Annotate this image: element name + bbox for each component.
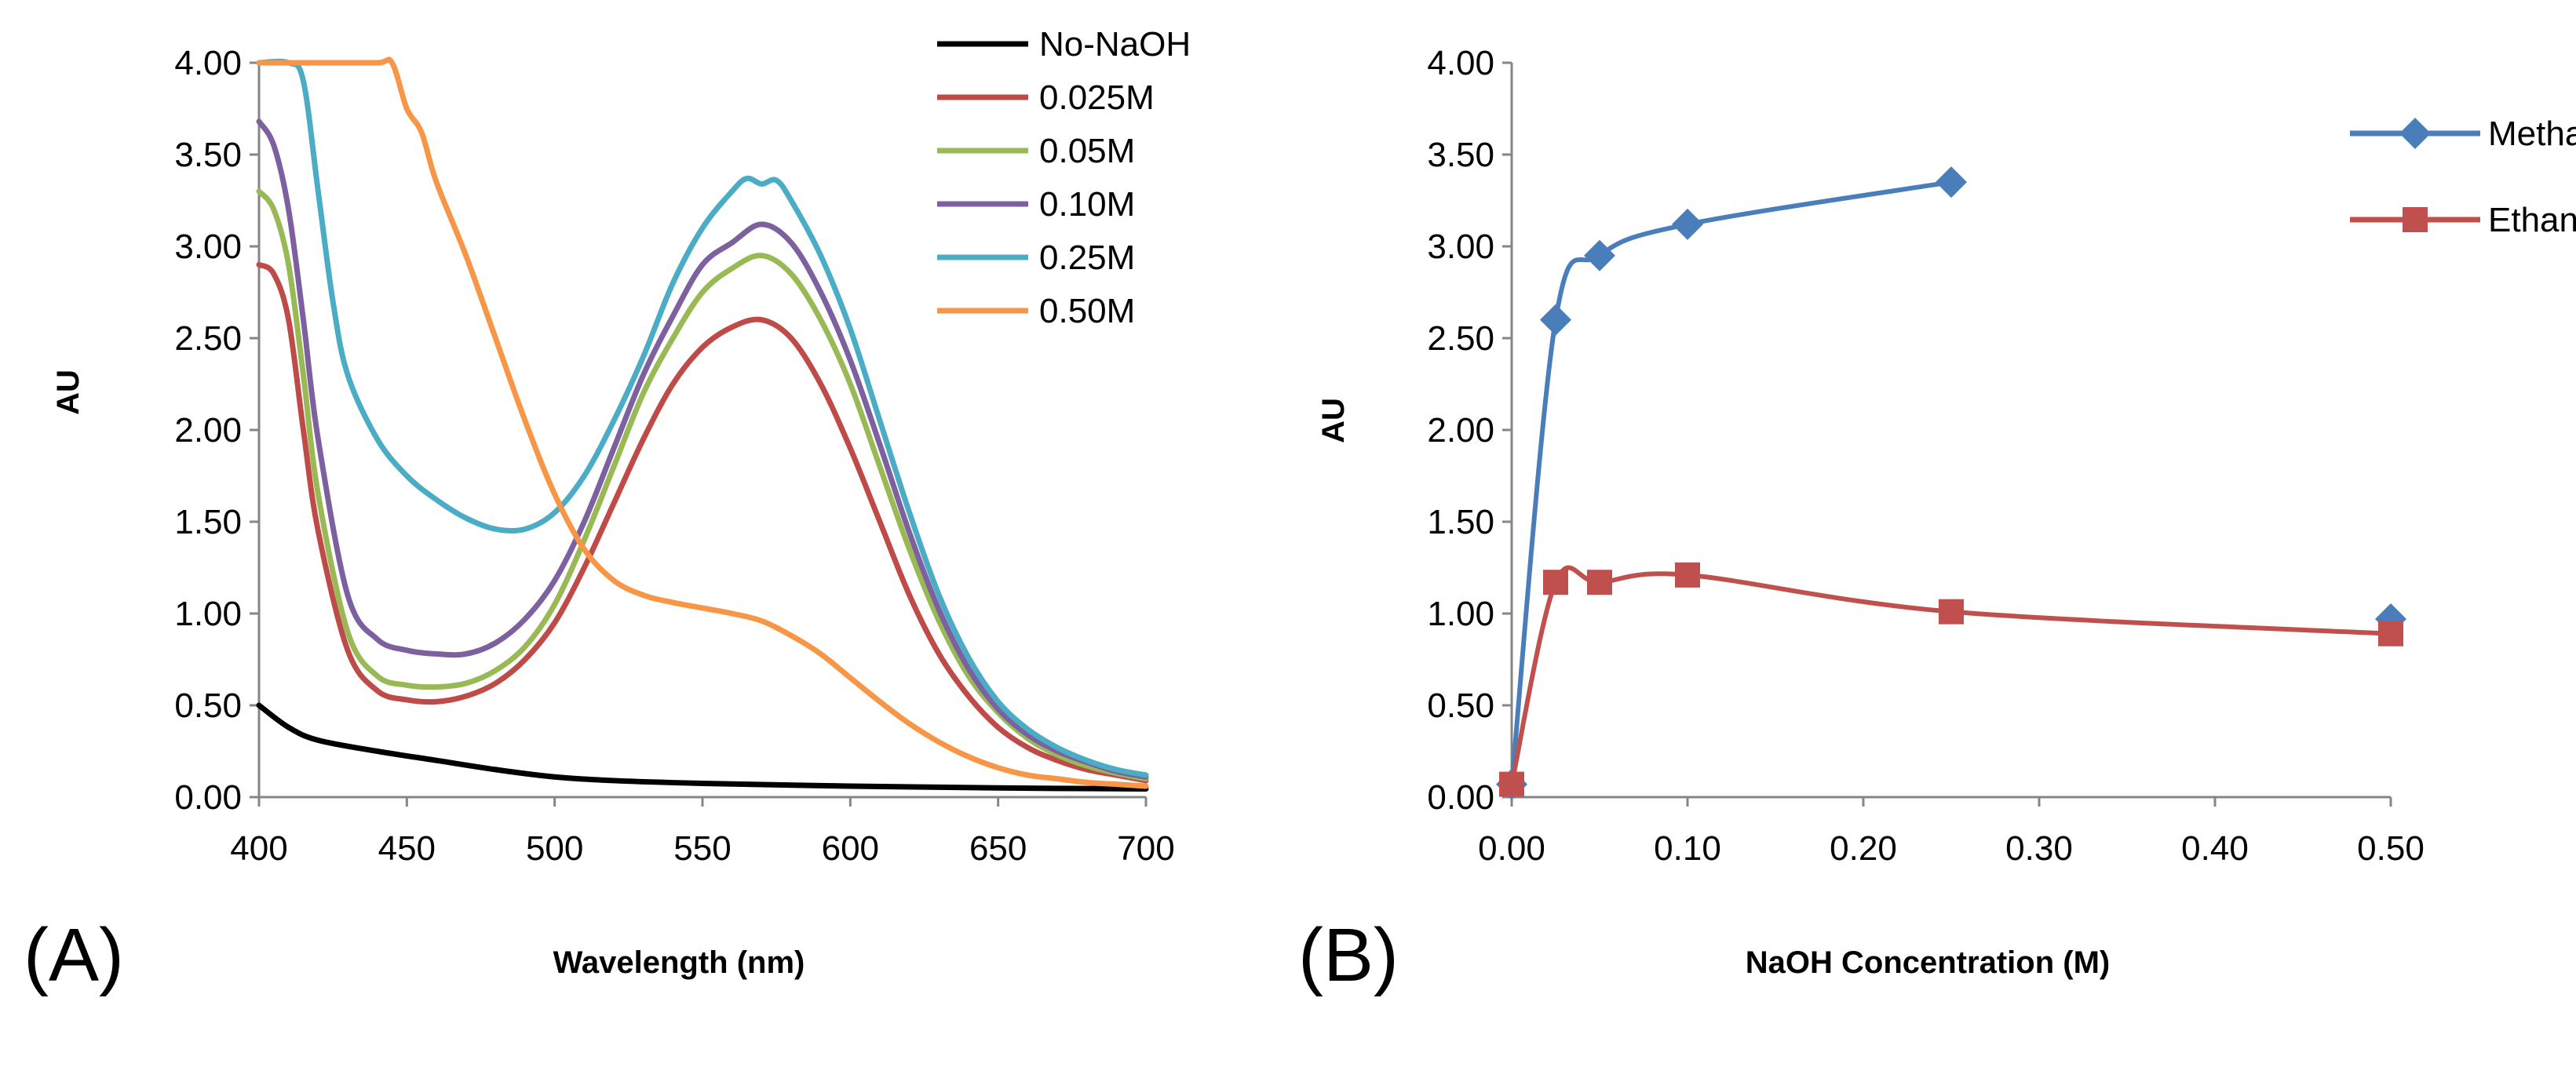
y-tick-label: 2.00 [1427,411,1494,450]
data-point-marker [2378,621,2403,646]
series-line [256,702,1149,792]
y-tick-label: 1.50 [174,503,242,541]
series-line [256,188,1149,782]
legend-entry: Ethanol [2350,201,2576,239]
data-point-marker [1587,570,1612,595]
y-tick-label: 3.50 [1427,136,1494,174]
data-point-marker [1540,304,1571,336]
y-tick-label: 3.50 [174,136,242,174]
x-tick-label: 0.30 [2005,829,2073,868]
x-tick-label: 650 [969,829,1027,868]
y-tick-label: 4.00 [1427,44,1494,82]
panel-label: (B) [1298,913,1399,997]
y-tick-label: 2.00 [174,411,242,450]
x-tick-label: 550 [673,829,731,868]
y-tick-label: 2.50 [1427,319,1494,358]
y-tick-label: 1.50 [1427,503,1494,541]
panel-label: (A) [24,913,124,997]
legend-entry: Methanol [2350,115,2576,153]
series-0-25m [256,58,1149,778]
data-point-marker [1939,599,1964,625]
legend-marker [2403,207,2428,232]
chart-b-au-vs-naoh: 0.00 0.50 1.00 1.50 2.00 2.50 3.00 3.50 4.00 0.00… [1298,44,2576,997]
series-no-naoh [256,702,1149,792]
x-tick-label: 450 [378,829,436,868]
x-tick-label: 600 [822,829,879,868]
y-tick-label: 4.00 [174,44,242,82]
series-line [256,118,1149,780]
data-point-marker [1936,166,1967,198]
legend-entry: 0.25M [937,239,1135,277]
series-methanol [1496,166,2406,800]
series-0-50m [256,56,1149,789]
data-point-marker [1543,570,1568,595]
chart-a-absorbance-spectra: 0.00 0.50 1.00 1.50 2.00 2.50 3.00 3.50 4.00 400 4… [24,25,1191,997]
y-tick-label: 0.00 [174,778,242,817]
y-axis-title: AU [51,370,86,415]
series-0-10m [256,118,1149,780]
x-tick-label: 400 [230,829,287,868]
x-tick-label: 700 [1117,829,1174,868]
data-point-marker [1675,562,1700,588]
series-line [256,56,1149,789]
y-tick-label: 0.50 [174,686,242,725]
series-line [1509,180,1954,787]
legend-label: 0.05M [1039,132,1135,170]
legend-label: Methanol [2488,115,2576,153]
x-tick-label: 500 [526,829,583,868]
y-tick-label: 3.00 [174,228,242,266]
legend-label: 0.025M [1039,78,1155,117]
legend-entry: No-NaOH [937,25,1191,64]
x-tick-label: 0.50 [2357,829,2425,868]
x-tick-label: 0.00 [1478,829,1545,868]
x-axis-title: NaOH Concentration (M) [1746,945,2110,980]
legend-label: Ethanol [2488,201,2576,239]
legend-label: 0.10M [1039,185,1135,224]
legend-label: 0.25M [1039,239,1135,277]
legend-entry: 0.10M [937,185,1135,224]
series-0-05m [256,188,1149,782]
legend-entry: 0.50M [937,292,1135,330]
x-tick-label: 0.10 [1654,829,1721,868]
y-tick-label: 1.00 [174,595,242,633]
data-point-marker [1584,239,1615,271]
legend-marker [2399,118,2431,149]
legend-label: No-NaOH [1039,25,1191,64]
legend-entry: 0.05M [937,132,1135,170]
x-tick-label: 0.40 [2181,829,2249,868]
y-tick-label: 0.50 [1427,686,1494,725]
y-tick-label: 0.00 [1427,778,1494,817]
y-tick-label: 1.00 [1427,595,1494,633]
series-line [256,58,1149,778]
y-tick-label: 2.50 [174,319,242,358]
legend-label: 0.50M [1039,292,1135,330]
data-point-marker [1499,771,1524,797]
data-point-marker [1672,208,1703,240]
series-line [256,261,1149,784]
series-0-025m [256,261,1149,784]
legend-entry: 0.025M [937,78,1155,117]
series-ethanol [1499,562,2403,797]
y-tick-label: 3.00 [1427,228,1494,266]
y-axis-title: AU [1316,398,1351,443]
x-tick-label: 0.20 [1830,829,1897,868]
x-axis-title: Wavelength (nm) [553,945,805,980]
